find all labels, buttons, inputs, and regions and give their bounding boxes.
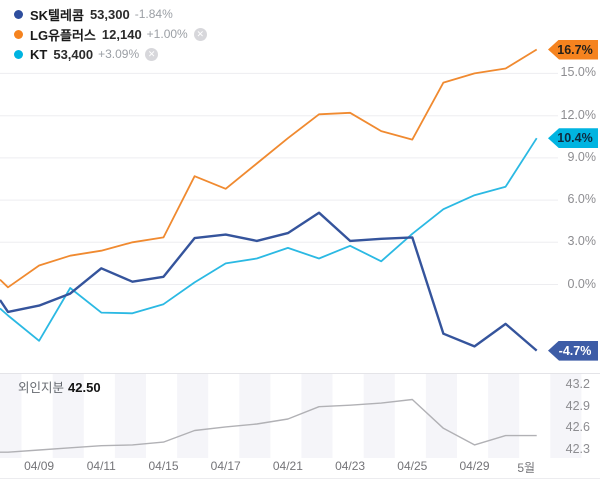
- x-tick-04/11: 04/11: [86, 459, 116, 473]
- series-price: 12,140: [101, 26, 142, 42]
- series-name: SK텔레콤: [30, 7, 84, 23]
- day-stripe: [488, 374, 520, 458]
- x-tick-04/25: 04/25: [397, 459, 428, 473]
- sub-y-tick: 42.9: [565, 398, 590, 413]
- day-stripe: [0, 374, 22, 458]
- main-y-tick: 0.0%: [567, 276, 597, 291]
- day-stripe: [239, 374, 271, 458]
- x-tick-04/23: 04/23: [335, 459, 366, 473]
- series-color-dot: [14, 49, 23, 59]
- remove-series-icon[interactable]: ✕: [193, 27, 207, 41]
- main-y-tick: 9.0%: [567, 149, 597, 164]
- series-change: -1.84%: [134, 7, 173, 21]
- current-value-badge: 10.4%: [548, 128, 598, 149]
- x-tick-04/21: 04/21: [272, 459, 303, 473]
- legend: SK텔레콤 53,300 -1.84% LG유플러스 12,140 +1.00% ✕ KT 53…: [14, 4, 207, 64]
- series-color-dot: [14, 9, 23, 19]
- series-change: +1.00%: [146, 27, 188, 41]
- x-tick-04/17: 04/17: [210, 459, 241, 473]
- series-change: +3.09%: [98, 47, 140, 61]
- day-stripe: [301, 374, 333, 458]
- lg-uplus-line: [0, 48, 538, 289]
- main-y-tick: 15.0%: [560, 65, 596, 80]
- legend-item-3[interactable]: KT 53,400 +3.09% ✕: [14, 44, 207, 64]
- x-tick-04/29: 04/29: [459, 459, 490, 473]
- foreign-ownership-label: 외인지분 42.50: [18, 377, 101, 396]
- sub-y-tick: 42.3: [565, 442, 590, 456]
- foreign-ownership-line: [0, 398, 537, 453]
- x-tick-04/09: 04/09: [24, 459, 55, 473]
- day-stripe: [177, 374, 209, 458]
- series-color-dot: [14, 29, 23, 39]
- sub-y-tick: 42.6: [565, 420, 590, 435]
- series-price: 53,300: [89, 6, 130, 22]
- legend-item-2[interactable]: LG유플러스 12,140 +1.00% ✕: [14, 24, 207, 44]
- series-name: KT: [30, 46, 48, 62]
- foreign-ownership-text: 외인지분: [18, 381, 65, 395]
- current-value-badge: 16.7%: [548, 39, 598, 60]
- x-tick-04/15: 04/15: [148, 459, 179, 473]
- foreign-ownership-value: 42.50: [68, 380, 101, 395]
- series-price: 53,400: [53, 46, 94, 62]
- current-value-badge: -4.7%: [548, 340, 598, 361]
- main-y-tick: 3.0%: [567, 234, 597, 249]
- main-y-tick: 12.0%: [560, 107, 596, 122]
- sk-telecom-line: [0, 211, 538, 352]
- series-name: LG유플러스: [30, 27, 96, 43]
- day-stripe: [363, 374, 395, 458]
- kt-line: [0, 137, 538, 342]
- day-stripe: [52, 374, 84, 458]
- main-y-tick: 6.0%: [567, 192, 597, 207]
- sub-y-tick: 43.2: [565, 377, 590, 391]
- remove-series-icon[interactable]: ✕: [145, 47, 159, 61]
- legend-item-1[interactable]: SK텔레콤 53,300 -1.84%: [14, 4, 207, 24]
- x-tick-5월: 5월: [517, 461, 536, 475]
- day-stripe: [550, 374, 582, 458]
